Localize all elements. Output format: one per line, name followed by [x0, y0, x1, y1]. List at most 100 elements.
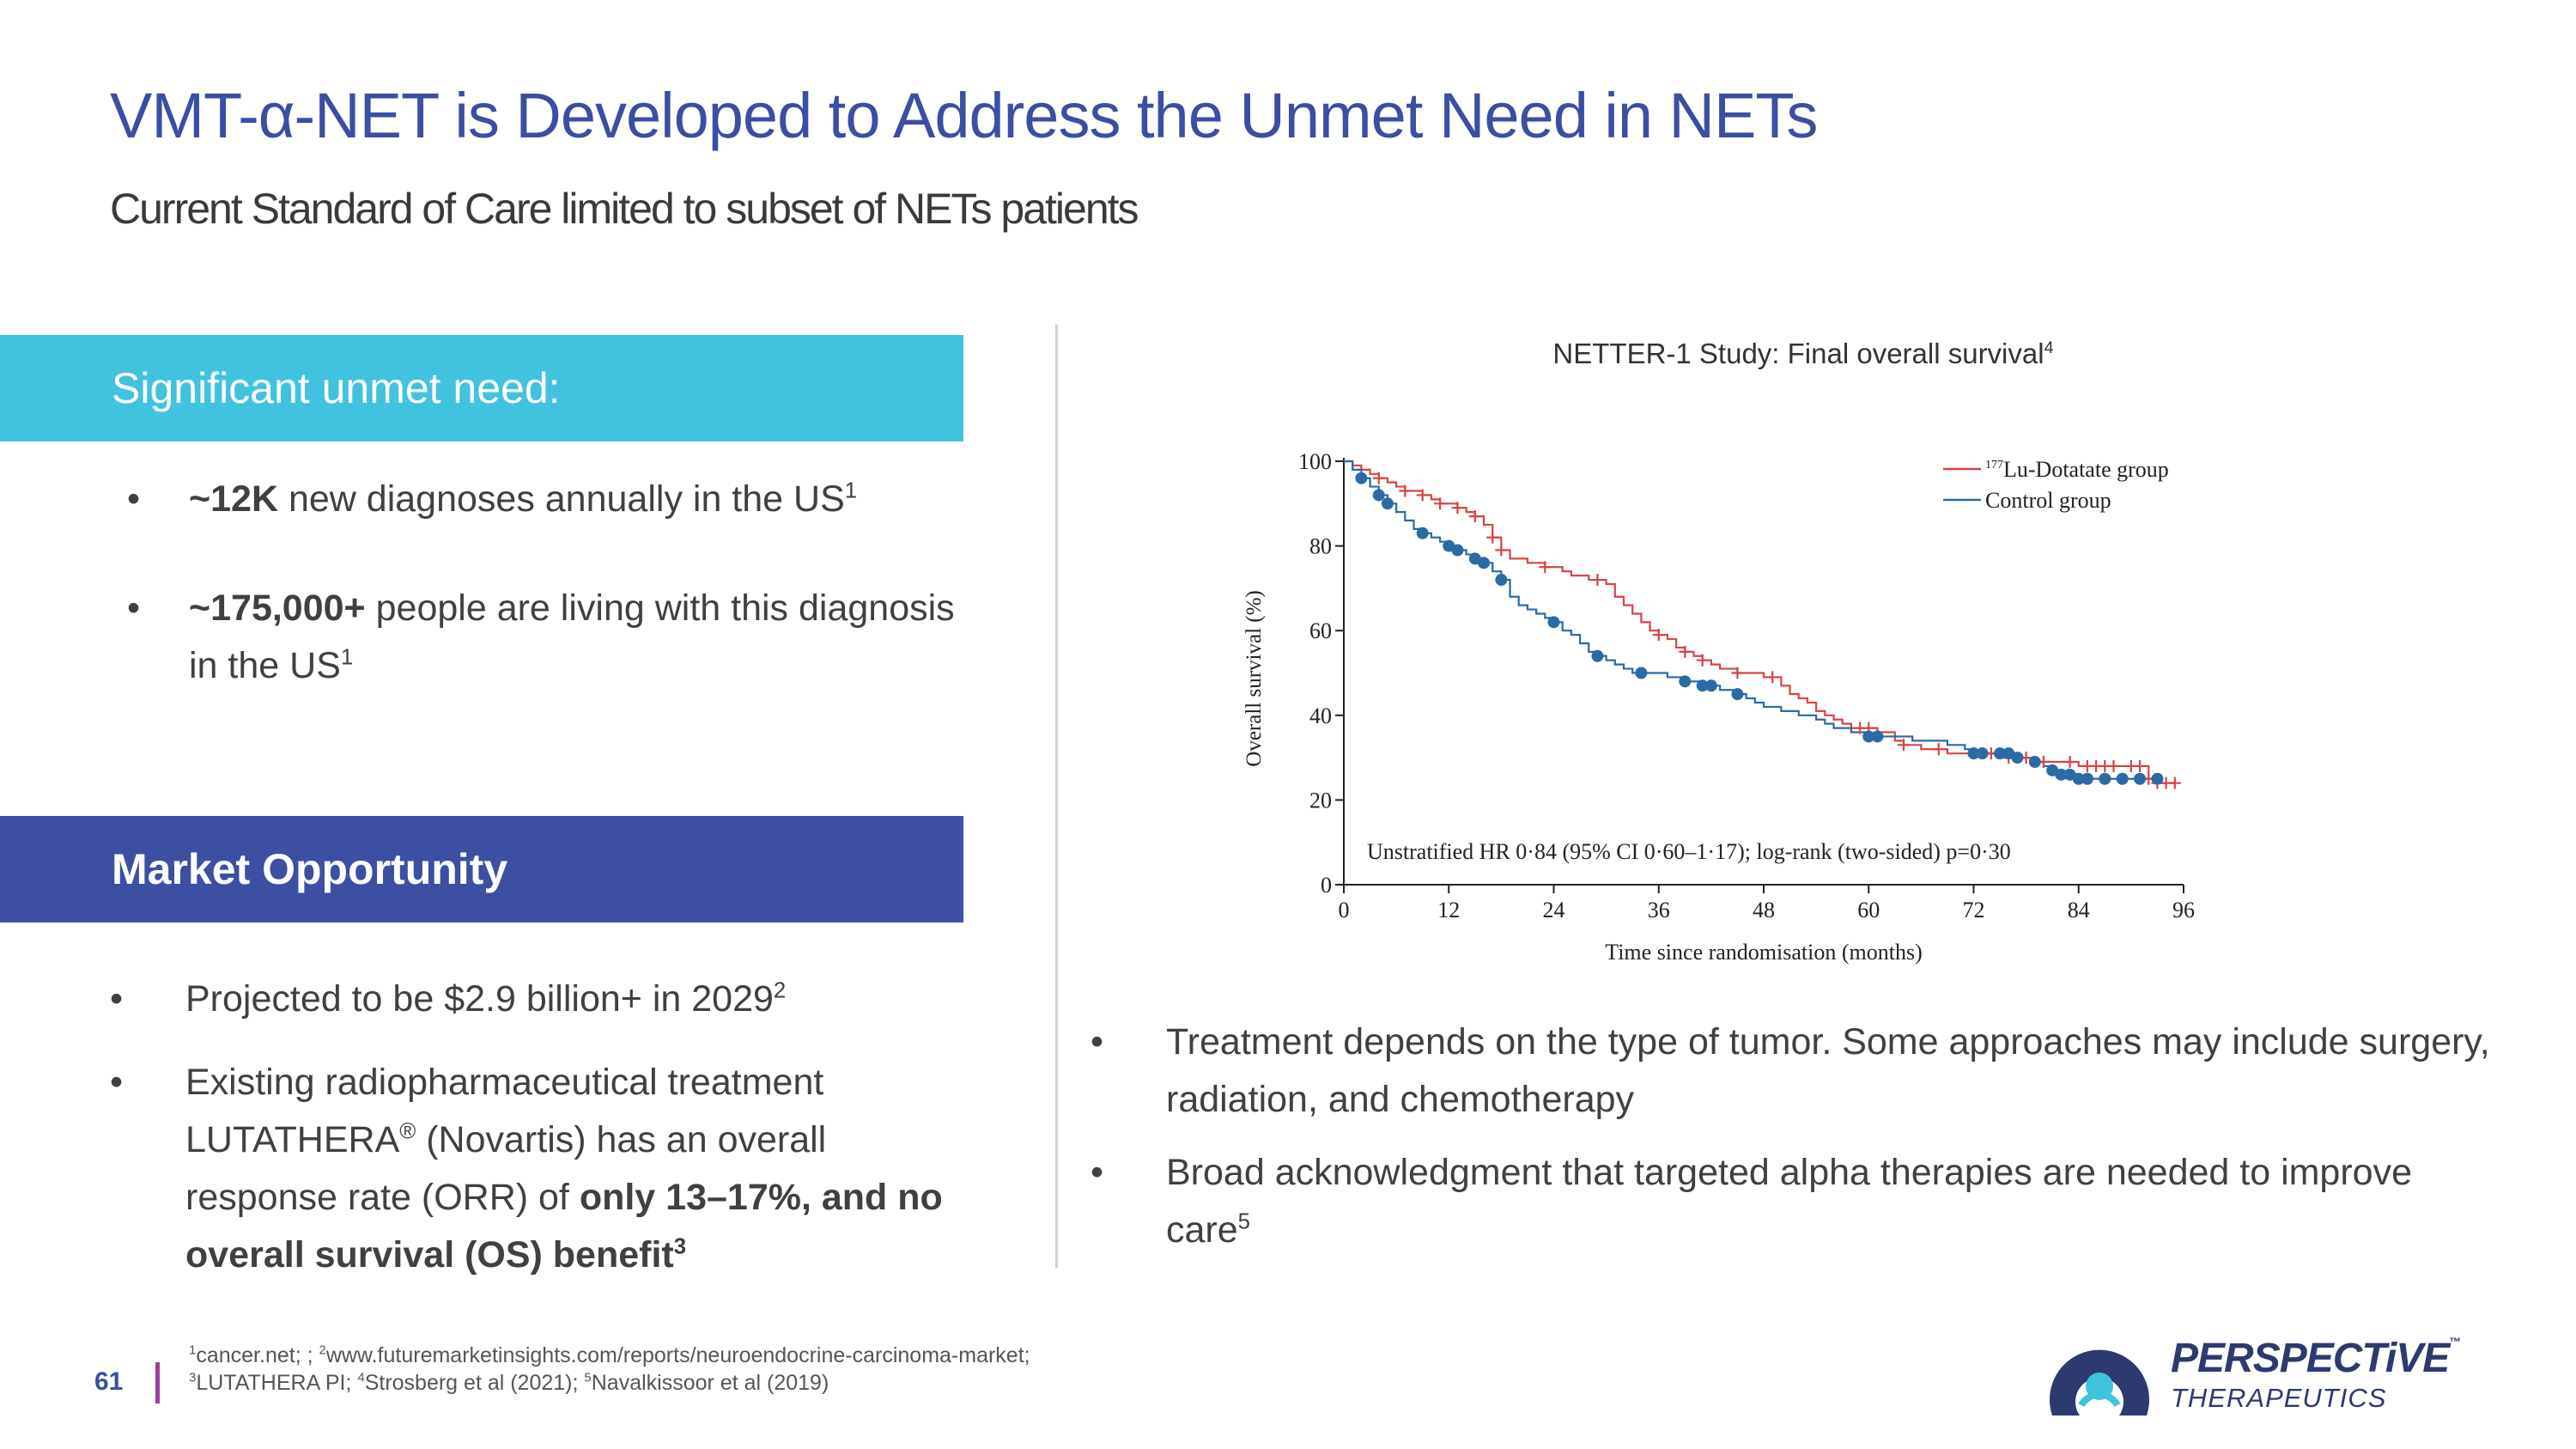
lutetium-censor-mark — [1731, 667, 1744, 679]
list-item: ~175,000+ people are living with this di… — [127, 580, 962, 695]
lutetium-censor-mark — [1696, 654, 1709, 667]
control-censor-mark — [2072, 772, 2085, 785]
footer-references: 1cancer.net; ; 2www.futuremarketinsights… — [189, 1342, 1030, 1397]
lutetium-censor-mark — [1416, 489, 1429, 502]
x-axis-label: Time since randomisation (months) — [1605, 940, 1923, 965]
lutetium-censor-mark — [1539, 561, 1552, 574]
footnote-text: LUTATHERA PI; — [196, 1371, 358, 1395]
lutetium-censor-mark — [1679, 645, 1692, 658]
legend-label-control: Control group — [1985, 488, 2111, 513]
control-censor-mark — [1976, 747, 1989, 760]
logo-name-text: PERSPECTiVE — [2171, 1336, 2450, 1381]
x-tick-label: 24 — [1543, 898, 1565, 922]
footnote-num: 4 — [357, 1370, 365, 1385]
slide-subtitle: Current Standard of Care limited to subs… — [110, 185, 1139, 233]
footnote-num: 5 — [584, 1370, 592, 1385]
footnote-ref: 3 — [673, 1234, 687, 1259]
control-censor-mark — [1416, 527, 1429, 539]
legend: 177Lu-Dotatate group Control group — [1943, 457, 2169, 513]
footnote-ref: 4 — [2044, 338, 2054, 357]
footnote-link[interactable]: www.futuremarketinsights.com/reports/neu… — [325, 1343, 1030, 1367]
footnote-ref: 1 — [844, 478, 858, 503]
y-tick-label: 20 — [1309, 788, 1332, 813]
lutetium-censor-mark — [2063, 756, 2076, 769]
control-censor-mark — [2055, 768, 2068, 781]
x-tick-label: 12 — [1437, 898, 1460, 922]
control-censor-mark — [2099, 772, 2111, 785]
column-divider — [1055, 325, 1058, 1268]
lutetium-censor-mark — [1652, 629, 1665, 642]
x-tick-label: 72 — [1963, 898, 1985, 922]
lutetium-censor-mark — [1766, 671, 1779, 684]
control-censor-mark — [2011, 752, 2024, 764]
unmet-need-banner: Significant unmet need: — [0, 335, 963, 441]
lutetium-censor-mark — [1468, 510, 1481, 523]
bullet-text: Treatment depends on the type of tumor. … — [1166, 1021, 2490, 1120]
x-tick-label: 84 — [2068, 898, 2090, 922]
bullet-text: people are living with this diagnosis in… — [189, 588, 955, 686]
footnote-ref: 2 — [773, 978, 787, 1003]
legend-label-text: Lu-Dotatate group — [2003, 457, 2169, 482]
x-axis: 0 12 24 36 48 60 72 84 96 — [1339, 884, 2195, 922]
bullet-text: (Novartis) has an overall response rate … — [185, 1119, 827, 1218]
footnote-text: cancer.net; ; — [196, 1343, 319, 1367]
control-censor-mark — [1495, 574, 1508, 587]
footnote-text: Navalkissoor et al (2019) — [591, 1371, 829, 1395]
control-censor-mark — [1635, 667, 1648, 679]
legend-label-lutetium: 177Lu-Dotatate group — [1985, 457, 2169, 482]
x-tick-label: 36 — [1648, 898, 1670, 922]
control-censor-mark — [1967, 747, 1980, 760]
market-opportunity-banner: Market Opportunity — [0, 816, 963, 922]
control-censor-mark — [2151, 772, 2164, 785]
footnote-text: Strosberg et al (2021); — [364, 1371, 585, 1395]
list-item: Existing radiopharmaceutical treatment L… — [110, 1054, 975, 1284]
list-item: Projected to be $2.9 billion+ in 20292 — [110, 971, 975, 1028]
y-tick-label: 80 — [1309, 534, 1332, 559]
control-censor-mark — [1679, 675, 1692, 688]
footnote-ref: 1 — [340, 645, 354, 670]
y-tick-label: 0 — [1321, 873, 1332, 898]
control-censor-mark — [1591, 649, 1604, 662]
control-censor-mark — [1478, 557, 1490, 569]
unmet-need-list: ~12K new diagnoses annually in the US1 ~… — [127, 471, 962, 746]
control-censor-mark — [2028, 756, 2041, 769]
chart-heading-text: NETTER-1 Study: Final overall survival — [1552, 338, 2044, 369]
bullet-text: Existing radiopharmaceutical treatment L… — [185, 1062, 824, 1160]
lutetium-censor-mark — [1932, 743, 1945, 756]
censor-marks — [1355, 472, 2181, 789]
registered-mark: ® — [399, 1119, 416, 1144]
control-censor-mark — [2081, 772, 2093, 785]
trademark: ™ — [2449, 1335, 2461, 1349]
lutetium-censor-mark — [1898, 739, 1910, 752]
logo-subtitle: THERAPEUTICS — [2171, 1383, 2387, 1413]
control-censor-mark — [1547, 616, 1560, 629]
control-censor-mark — [2134, 772, 2147, 785]
footnote-num: 3 — [189, 1370, 197, 1385]
company-logo: PERSPECTiVE™ THERAPEUTICS — [2044, 1323, 2524, 1426]
list-item: ~12K new diagnoses annually in the US1 — [127, 471, 962, 528]
control-censor-mark — [1696, 679, 1709, 692]
lutetium-censor-mark — [1486, 531, 1499, 544]
control-censor-mark — [1381, 497, 1394, 510]
y-axis: 0 20 40 60 80 100 — [1298, 449, 1345, 898]
lutetium-censor-mark — [2107, 759, 2120, 772]
bullet-bold: ~12K — [189, 478, 278, 520]
bullet-text: Broad acknowledgment that targeted alpha… — [1166, 1152, 2412, 1251]
control-censor-mark — [1731, 688, 1744, 701]
unmet-need-heading: Significant unmet need: — [112, 364, 561, 412]
lutetium-censor-mark — [2134, 759, 2147, 772]
control-censor-mark — [2116, 772, 2129, 785]
chart-heading: NETTER-1 Study: Final overall survival4 — [1460, 338, 2147, 370]
slide-title: VMT-α-NET is Developed to Address the Un… — [110, 80, 1818, 151]
control-censor-mark — [1871, 730, 1884, 743]
x-tick-label: 48 — [1753, 898, 1775, 922]
x-tick-label: 0 — [1339, 898, 1350, 922]
footnote-num: 1 — [189, 1342, 197, 1358]
control-censor-mark — [1994, 747, 2007, 760]
control-censor-mark — [1862, 730, 1875, 743]
x-tick-label: 96 — [2172, 898, 2195, 922]
control-censor-mark — [1704, 679, 1717, 692]
x-tick-label: 60 — [1857, 898, 1880, 922]
list-item: Broad acknowledgment that targeted alpha… — [1091, 1144, 2506, 1259]
hr-annotation: Unstratified HR 0·84 (95% CI 0·60–1·17);… — [1367, 839, 2011, 864]
